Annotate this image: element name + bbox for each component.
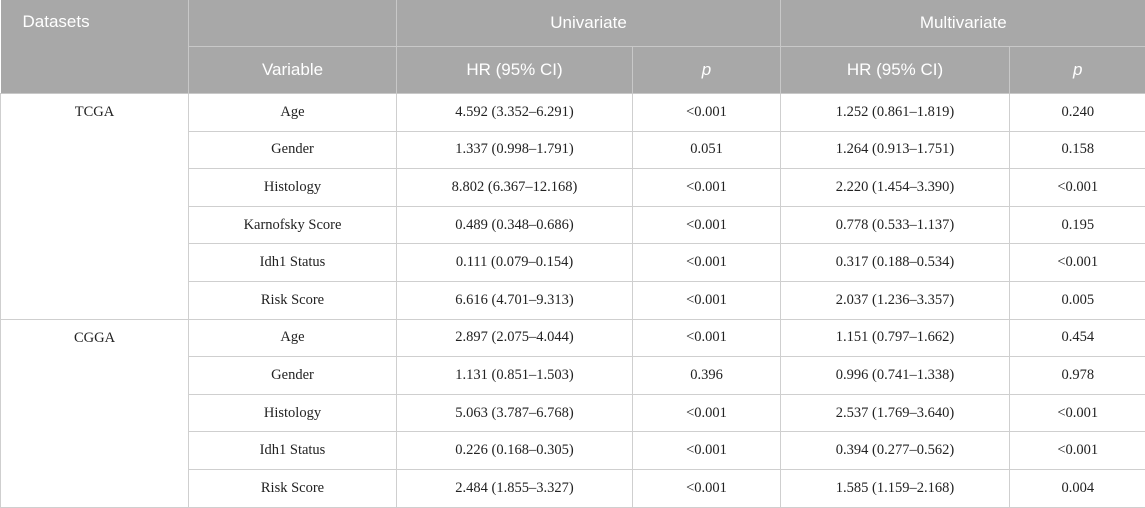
p-univariate-cell: <0.001 bbox=[633, 206, 781, 244]
hr-multivariate-cell: 1.252 (0.861–1.819) bbox=[781, 94, 1010, 132]
hr-univariate-cell: 1.131 (0.851–1.503) bbox=[397, 357, 633, 395]
hr-multivariate-cell: 0.778 (0.533–1.137) bbox=[781, 206, 1010, 244]
p-multivariate-cell: <0.001 bbox=[1010, 169, 1145, 207]
variable-cell: Risk Score bbox=[189, 281, 397, 319]
hr-univariate-cell: 0.489 (0.348–0.686) bbox=[397, 206, 633, 244]
hr-multivariate-cell: 0.996 (0.741–1.338) bbox=[781, 357, 1010, 395]
hr-multivariate-cell: 1.151 (0.797–1.662) bbox=[781, 319, 1010, 357]
header-datasets: Datasets bbox=[1, 0, 189, 94]
header-p-univariate: p bbox=[633, 47, 781, 94]
table-header: Datasets Univariate Multivariate Variabl… bbox=[1, 0, 1145, 94]
variable-cell: Idh1 Status bbox=[189, 244, 397, 282]
header-hr-multivariate: HR (95% CI) bbox=[781, 47, 1010, 94]
hr-univariate-cell: 4.592 (3.352–6.291) bbox=[397, 94, 633, 132]
hr-multivariate-cell: 2.537 (1.769–3.640) bbox=[781, 394, 1010, 432]
variable-cell: Risk Score bbox=[189, 469, 397, 507]
header-multivariate: Multivariate bbox=[781, 0, 1145, 47]
header-variable: Variable bbox=[189, 47, 397, 94]
table-body: TCGA Age 4.592 (3.352–6.291) <0.001 1.25… bbox=[1, 94, 1145, 508]
dataset-cell-cgga: CGGA bbox=[1, 319, 189, 507]
p-multivariate-cell: <0.001 bbox=[1010, 394, 1145, 432]
hr-multivariate-cell: 1.264 (0.913–1.751) bbox=[781, 131, 1010, 169]
p-univariate-cell: 0.396 bbox=[633, 357, 781, 395]
variable-cell: Age bbox=[189, 94, 397, 132]
variable-cell: Age bbox=[189, 319, 397, 357]
p-multivariate-cell: <0.001 bbox=[1010, 244, 1145, 282]
hr-univariate-cell: 0.111 (0.079–0.154) bbox=[397, 244, 633, 282]
p-multivariate-cell: <0.001 bbox=[1010, 432, 1145, 470]
hr-multivariate-cell: 0.394 (0.277–0.562) bbox=[781, 432, 1010, 470]
hr-univariate-cell: 1.337 (0.998–1.791) bbox=[397, 131, 633, 169]
p-multivariate-cell: 0.454 bbox=[1010, 319, 1145, 357]
hr-univariate-cell: 8.802 (6.367–12.168) bbox=[397, 169, 633, 207]
variable-cell: Gender bbox=[189, 357, 397, 395]
hr-univariate-cell: 0.226 (0.168–0.305) bbox=[397, 432, 633, 470]
p-univariate-cell: <0.001 bbox=[633, 319, 781, 357]
p-univariate-cell: 0.051 bbox=[633, 131, 781, 169]
hr-univariate-cell: 6.616 (4.701–9.313) bbox=[397, 281, 633, 319]
header-variable-spacer bbox=[189, 0, 397, 47]
p-multivariate-cell: 0.195 bbox=[1010, 206, 1145, 244]
table-row: TCGA Age 4.592 (3.352–6.291) <0.001 1.25… bbox=[1, 94, 1145, 132]
p-multivariate-cell: 0.978 bbox=[1010, 357, 1145, 395]
variable-cell: Histology bbox=[189, 394, 397, 432]
variable-cell: Histology bbox=[189, 169, 397, 207]
header-hr-univariate: HR (95% CI) bbox=[397, 47, 633, 94]
p-univariate-cell: <0.001 bbox=[633, 94, 781, 132]
p-univariate-cell: <0.001 bbox=[633, 394, 781, 432]
hr-univariate-cell: 2.484 (1.855–3.327) bbox=[397, 469, 633, 507]
variable-cell: Gender bbox=[189, 131, 397, 169]
p-univariate-cell: <0.001 bbox=[633, 432, 781, 470]
hr-multivariate-cell: 1.585 (1.159–2.168) bbox=[781, 469, 1010, 507]
hr-univariate-cell: 2.897 (2.075–4.044) bbox=[397, 319, 633, 357]
p-univariate-cell: <0.001 bbox=[633, 469, 781, 507]
p-univariate-cell: <0.001 bbox=[633, 281, 781, 319]
hr-multivariate-cell: 0.317 (0.188–0.534) bbox=[781, 244, 1010, 282]
p-univariate-cell: <0.001 bbox=[633, 169, 781, 207]
p-multivariate-cell: 0.005 bbox=[1010, 281, 1145, 319]
header-univariate: Univariate bbox=[397, 0, 781, 47]
hr-univariate-cell: 5.063 (3.787–6.768) bbox=[397, 394, 633, 432]
p-multivariate-cell: 0.004 bbox=[1010, 469, 1145, 507]
p-multivariate-cell: 0.158 bbox=[1010, 131, 1145, 169]
variable-cell: Karnofsky Score bbox=[189, 206, 397, 244]
p-multivariate-cell: 0.240 bbox=[1010, 94, 1145, 132]
dataset-cell-tcga: TCGA bbox=[1, 94, 189, 320]
hr-multivariate-cell: 2.037 (1.236–3.357) bbox=[781, 281, 1010, 319]
p-univariate-cell: <0.001 bbox=[633, 244, 781, 282]
header-p-multivariate: p bbox=[1010, 47, 1145, 94]
hr-multivariate-cell: 2.220 (1.454–3.390) bbox=[781, 169, 1010, 207]
variable-cell: Idh1 Status bbox=[189, 432, 397, 470]
table-row: CGGA Age 2.897 (2.075–4.044) <0.001 1.15… bbox=[1, 319, 1145, 357]
